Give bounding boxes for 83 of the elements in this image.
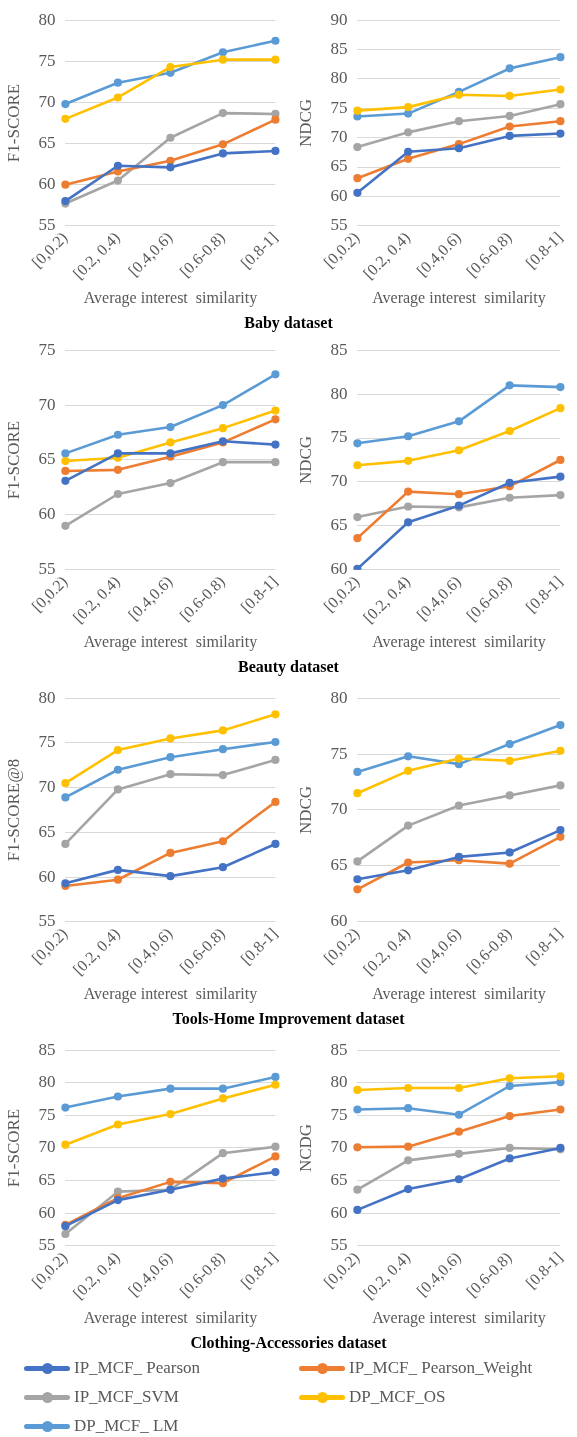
y-tick-label: 55 [38, 559, 56, 579]
y-tick-label: 65 [330, 1170, 348, 1190]
y-tick-label: 80 [330, 383, 348, 403]
y-tick-label: 55 [38, 911, 56, 931]
y-tick-label: 60 [330, 185, 348, 205]
x-tick-label: [0.2, 0.4) [359, 572, 414, 627]
y-tick-label: 80 [330, 1072, 348, 1092]
y-axis-title: F1-SCORE [3, 1108, 23, 1188]
legend-label: DP_MCF_ LM [74, 1416, 179, 1436]
x-tick-label: [0.2, 0.4) [359, 1248, 414, 1303]
y-tick-label: 85 [38, 1039, 56, 1059]
legend-label: IP_MCF_SVM [74, 1387, 179, 1407]
text: Clothing-Accessories dataset [189, 1334, 388, 1352]
y-tick-label: 55 [330, 1235, 348, 1255]
y-tick-label: 85 [330, 1039, 348, 1059]
y-tick-label: 75 [330, 743, 348, 763]
y-tick-label: 65 [38, 133, 56, 152]
y-tick-label: 65 [38, 1170, 56, 1190]
x-axis-title: Average interest similarity [83, 288, 258, 307]
x-tick-label: [0.2, 0.4) [69, 228, 124, 283]
y-tick-label: 70 [330, 799, 348, 819]
y-axis-title: F1-SCORE@8 [3, 758, 23, 862]
y-tick-label: 75 [38, 1104, 56, 1124]
x-tick-label: [0.2, 0.4) [359, 228, 414, 283]
y-tick-label: 80 [330, 68, 348, 88]
y-axis-title: F1-SCORE [3, 83, 23, 163]
y-tick-label: 65 [38, 449, 56, 469]
x-tick-label: [0.2, 0.4) [69, 1248, 124, 1303]
y-tick-label: 65 [330, 156, 348, 176]
y-axis-title: NDCG [295, 98, 315, 148]
text: Beauty dataset [237, 658, 340, 676]
y-tick-label: 60 [38, 1202, 56, 1222]
y-tick-label: 70 [38, 394, 56, 414]
x-axis-title: Average interest similarity [83, 632, 258, 651]
y-tick-label: 55 [330, 215, 348, 235]
y-tick-label: 60 [330, 559, 348, 579]
y-tick-label: 60 [38, 174, 56, 194]
y-tick-label: 60 [38, 504, 56, 524]
y-tick-label: 70 [330, 471, 348, 491]
y-tick-label: 70 [38, 91, 56, 111]
x-axis-title: Average interest similarity [372, 984, 546, 1003]
y-tick-label: 75 [330, 1104, 348, 1124]
y-tick-label: 60 [330, 911, 348, 931]
y-axis-title: NCDG [295, 1123, 315, 1173]
y-tick-label: 65 [330, 515, 348, 535]
x-tick-label: [0.2, 0.4) [359, 924, 414, 979]
y-tick-label: 55 [38, 215, 56, 235]
y-tick-label: 60 [330, 1202, 348, 1222]
x-axis-title: Average interest similarity [83, 1308, 258, 1327]
x-tick-label: [0.2, 0.4) [69, 572, 124, 627]
y-axis-title: NDCG [295, 435, 315, 485]
y-tick-label: 70 [330, 127, 348, 147]
y-tick-label: 80 [38, 687, 56, 707]
y-tick-label: 75 [38, 50, 56, 70]
x-axis-title: Average interest similarity [372, 288, 546, 307]
y-tick-label: 65 [330, 855, 348, 875]
y-tick-label: 70 [330, 1137, 348, 1157]
text: Tools-Home Improvement dataset [171, 1010, 406, 1028]
y-tick-label: 80 [38, 1072, 56, 1092]
x-axis-title: Average interest similarity [372, 1308, 546, 1327]
text: Baby dataset [243, 314, 334, 332]
legend-label: DP_MCF_OS [349, 1387, 446, 1407]
y-tick-label: 65 [38, 821, 56, 841]
x-tick-label: [0.2, 0.4) [69, 924, 124, 979]
x-axis-title: Average interest similarity [372, 632, 546, 651]
y-tick-label: 75 [38, 339, 56, 359]
y-tick-label: 55 [38, 1235, 56, 1255]
y-tick-label: 60 [38, 866, 56, 886]
x-axis-title: Average interest similarity [83, 984, 258, 1003]
y-tick-label: 75 [330, 427, 348, 447]
legend-label: IP_MCF_ Pearson [74, 1358, 201, 1378]
y-tick-label: 75 [38, 732, 56, 752]
y-axis-title: NDCG [295, 785, 315, 835]
y-tick-label: 75 [330, 97, 348, 117]
legend-label: IP_MCF_ Pearson_Weight [349, 1358, 533, 1378]
y-tick-label: 80 [330, 687, 348, 707]
y-tick-label: 70 [38, 1137, 56, 1157]
y-tick-label: 90 [330, 9, 348, 29]
y-tick-label: 85 [330, 339, 348, 359]
y-axis-title: F1-SCORE [3, 420, 23, 500]
y-tick-label: 70 [38, 777, 56, 797]
y-tick-label: 85 [330, 39, 348, 59]
y-tick-label: 80 [38, 9, 56, 29]
